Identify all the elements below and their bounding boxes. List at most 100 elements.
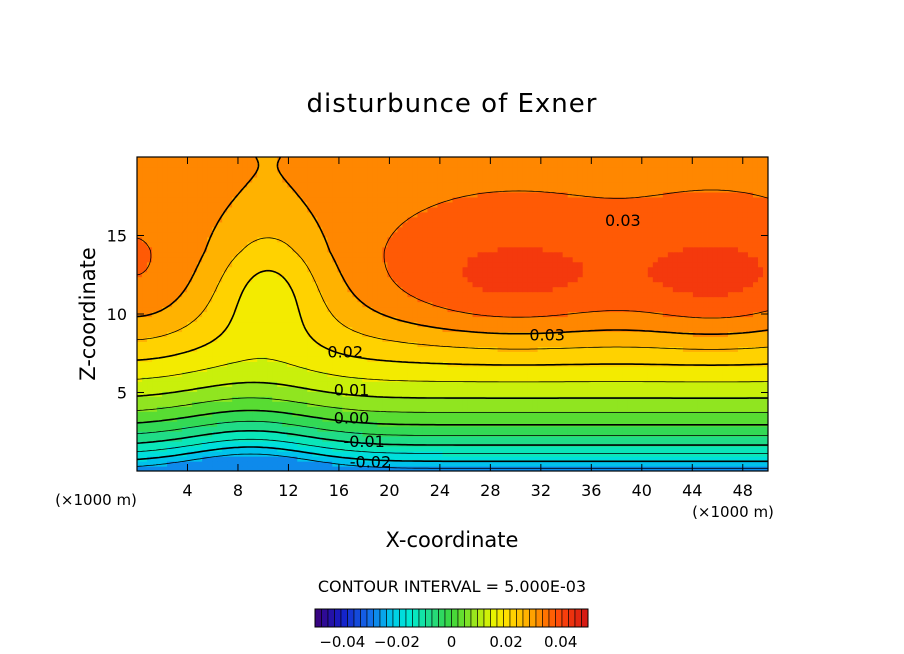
field-cell — [757, 326, 764, 333]
field-cell — [622, 276, 629, 283]
field-cell — [182, 426, 188, 432]
field-cell — [152, 316, 158, 323]
field-cell — [312, 276, 318, 283]
field-cell — [162, 396, 168, 402]
field-cell — [422, 356, 429, 362]
field-cell — [387, 426, 394, 432]
field-cell — [307, 306, 313, 313]
field-cell — [572, 436, 579, 442]
field-cell — [292, 346, 298, 352]
field-cell — [257, 306, 263, 313]
field-cell — [722, 386, 729, 392]
field-cell — [167, 356, 173, 362]
field-cell — [547, 401, 554, 407]
field-cell — [627, 336, 634, 343]
field-cell — [702, 421, 709, 427]
field-cell — [397, 456, 404, 462]
field-cell — [387, 271, 394, 278]
field-cell — [342, 271, 348, 278]
field-cell — [207, 331, 213, 338]
field-cell — [482, 416, 489, 422]
field-cell — [347, 331, 353, 338]
field-cell — [552, 416, 559, 422]
field-cell — [582, 436, 589, 442]
field-cell — [592, 376, 599, 382]
field-cell — [237, 441, 243, 447]
field-cell — [242, 316, 248, 323]
field-cell — [162, 406, 168, 412]
field-cell — [392, 461, 399, 467]
field-cell — [702, 326, 709, 333]
field-cell — [332, 386, 338, 392]
field-cell — [142, 346, 148, 352]
field-cell — [427, 386, 434, 392]
field-cell — [467, 316, 474, 323]
field-cell — [182, 321, 188, 328]
field-cell — [672, 416, 679, 422]
field-cell — [727, 311, 734, 318]
field-cell — [527, 366, 534, 372]
field-cell — [677, 426, 684, 432]
field-cell — [257, 466, 263, 471]
field-cell — [237, 281, 243, 288]
field-cell — [247, 381, 253, 387]
field-cell — [472, 316, 479, 323]
field-cell — [212, 436, 218, 442]
field-cell — [722, 406, 729, 412]
field-cell — [607, 441, 614, 447]
field-cell — [247, 346, 253, 352]
field-cell — [737, 316, 744, 323]
field-cell — [557, 326, 564, 333]
field-cell — [192, 436, 198, 442]
field-cell — [477, 291, 484, 298]
field-cell — [197, 451, 203, 457]
field-cell — [277, 396, 283, 402]
field-cell — [522, 276, 529, 283]
field-cell — [642, 426, 649, 432]
field-cell — [152, 411, 158, 417]
field-cell — [377, 276, 383, 283]
field-cell — [702, 311, 709, 318]
field-cell — [262, 466, 268, 471]
field-cell — [187, 376, 193, 382]
field-cell — [722, 411, 729, 417]
field-cell — [157, 386, 163, 392]
field-cell — [442, 286, 449, 293]
field-cell — [192, 341, 198, 347]
field-cell — [197, 291, 203, 298]
field-cell — [342, 431, 348, 437]
field-cell — [237, 291, 243, 298]
field-cell — [552, 326, 559, 333]
field-cell — [322, 326, 328, 333]
field-cell — [432, 271, 439, 278]
field-cell — [137, 296, 143, 303]
field-cell — [667, 336, 674, 343]
field-cell — [692, 326, 699, 333]
field-cell — [332, 351, 338, 357]
field-cell — [267, 416, 273, 422]
field-cell — [667, 386, 674, 392]
field-cell — [252, 286, 258, 293]
field-cell — [332, 331, 338, 338]
field-cell — [532, 321, 539, 328]
field-cell — [172, 306, 178, 313]
field-cell — [597, 336, 604, 343]
field-cell — [552, 291, 559, 298]
field-cell — [307, 371, 313, 377]
field-cell — [442, 306, 449, 313]
field-cell — [532, 461, 539, 467]
field-cell — [362, 421, 368, 427]
field-cell — [287, 381, 293, 387]
field-cell — [217, 296, 223, 303]
field-cell — [242, 416, 248, 422]
field-cell — [317, 271, 323, 278]
field-cell — [232, 346, 238, 352]
field-cell — [142, 466, 148, 471]
field-cell — [347, 396, 353, 402]
field-cell — [222, 291, 228, 298]
field-cell — [272, 296, 278, 303]
field-cell — [177, 456, 183, 462]
field-cell — [627, 366, 634, 372]
field-cell — [142, 331, 148, 338]
field-cell — [427, 341, 434, 347]
